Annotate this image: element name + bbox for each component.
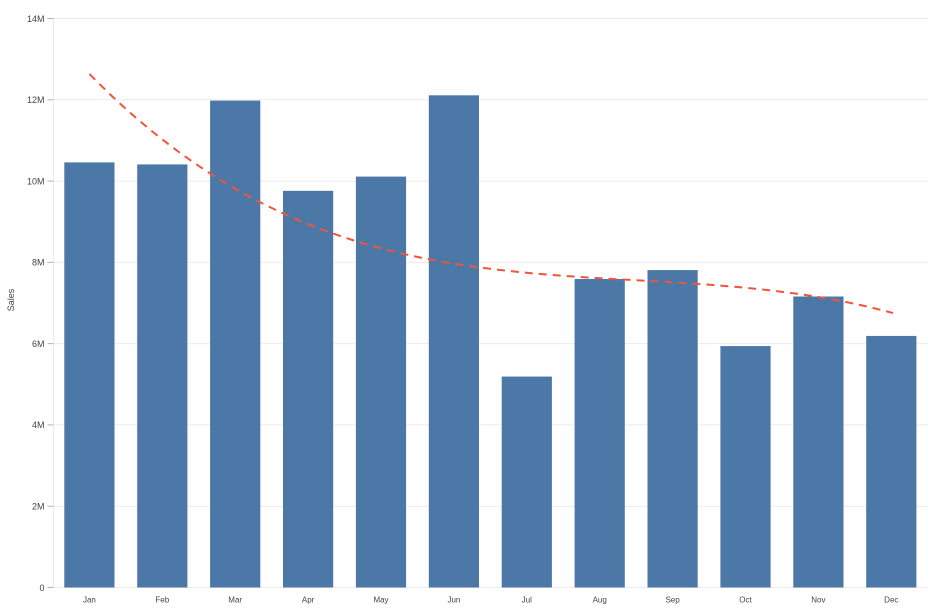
svg-text:Sales: Sales [6,288,16,311]
svg-text:Apr: Apr [302,596,315,605]
svg-text:Oct: Oct [739,596,752,605]
svg-text:Jun: Jun [447,596,460,605]
svg-text:Feb: Feb [155,596,169,605]
svg-text:4M: 4M [32,420,45,430]
svg-text:6M: 6M [32,339,45,349]
svg-text:Dec: Dec [884,596,898,605]
svg-text:8M: 8M [32,258,45,268]
svg-text:14M: 14M [27,14,45,24]
svg-text:May: May [373,596,388,605]
svg-text:Jan: Jan [83,596,96,605]
svg-text:Sep: Sep [665,596,680,605]
svg-text:12M: 12M [27,95,45,105]
svg-text:Nov: Nov [811,596,825,605]
svg-text:10M: 10M [27,176,45,186]
svg-text:0: 0 [39,583,44,593]
svg-text:Aug: Aug [593,596,607,605]
svg-text:Jul: Jul [522,596,532,605]
svg-text:Mar: Mar [228,596,242,605]
svg-text:2M: 2M [32,502,45,512]
